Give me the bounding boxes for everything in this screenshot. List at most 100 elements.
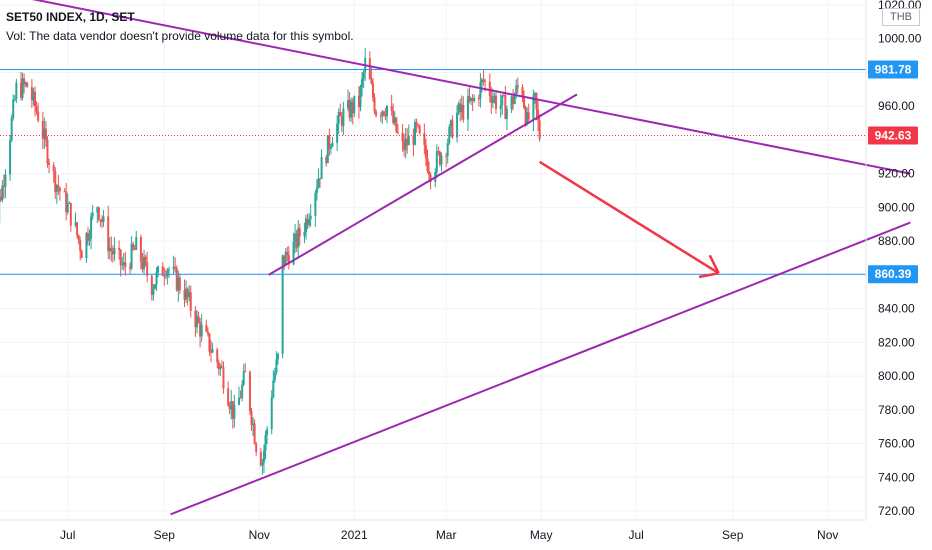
- candle: [266, 426, 269, 445]
- lower-support-trendline[interactable]: [170, 221, 911, 516]
- y-tick-label: 740.00: [878, 470, 915, 484]
- candle: [418, 124, 421, 135]
- candle: [375, 109, 378, 118]
- candle: [113, 237, 116, 261]
- candle: [227, 381, 230, 407]
- candle: [188, 285, 191, 302]
- candle: [287, 245, 290, 270]
- candle: [107, 205, 110, 260]
- candle: [392, 103, 395, 125]
- candle: [57, 174, 60, 196]
- rising-wedge-support-trendline[interactable]: [268, 93, 578, 276]
- candle: [295, 229, 298, 253]
- candle: [79, 236, 82, 261]
- candle: [275, 351, 278, 376]
- projection-arrow[interactable]: [538, 160, 720, 279]
- candle: [523, 90, 526, 110]
- volume-note: Vol: The data vendor doesn't provide vol…: [6, 29, 354, 43]
- x-tick-label: 2021: [341, 528, 368, 542]
- candle: [446, 138, 449, 164]
- candle: [44, 120, 47, 147]
- candle: [68, 200, 71, 205]
- candle: [379, 112, 382, 122]
- candle: [175, 265, 178, 292]
- candle: [308, 213, 311, 228]
- trend-lines[interactable]: [0, 0, 911, 516]
- candle: [428, 161, 431, 183]
- candle: [495, 89, 497, 114]
- y-tick-label: 900.00: [878, 200, 915, 214]
- candle: [74, 212, 77, 228]
- candle: [253, 419, 256, 445]
- candle: [26, 81, 29, 88]
- candle: [423, 123, 426, 155]
- candle: [41, 111, 44, 149]
- candle: [194, 306, 197, 337]
- candle: [337, 108, 340, 135]
- candle: [473, 94, 476, 103]
- candle: [261, 458, 264, 475]
- upper-resistance-trendline[interactable]: [0, 0, 911, 175]
- candle: [24, 81, 27, 88]
- candle: [396, 124, 399, 135]
- candle: [97, 206, 100, 222]
- candle: [493, 92, 496, 104]
- candle: [250, 407, 253, 431]
- candle: [357, 85, 360, 119]
- candle: [499, 93, 502, 118]
- candle: [315, 179, 318, 201]
- candle: [210, 340, 212, 363]
- candle: [155, 267, 158, 292]
- candle: [66, 193, 69, 215]
- candle: [216, 347, 219, 369]
- candle: [385, 105, 388, 124]
- candle: [157, 265, 160, 278]
- arrow-shaft[interactable]: [538, 160, 720, 275]
- candle: [477, 94, 480, 107]
- candle: [220, 360, 223, 369]
- candle: [331, 136, 334, 148]
- candle: [86, 227, 89, 246]
- candle: [208, 332, 211, 356]
- candle: [329, 143, 332, 155]
- candle: [21, 72, 24, 101]
- candle: [395, 116, 398, 134]
- symbol-title[interactable]: SET50 INDEX, 1D, SET: [6, 10, 135, 24]
- candle: [456, 105, 459, 143]
- candle: [238, 386, 241, 406]
- candle: [449, 119, 452, 137]
- candlestick-series: [0, 48, 541, 475]
- y-tick-label: 760.00: [878, 437, 915, 451]
- candle: [130, 236, 133, 271]
- candle: [259, 448, 262, 467]
- candle: [99, 219, 102, 227]
- candle: [521, 84, 524, 103]
- candle: [512, 89, 515, 111]
- svg-text:860.39: 860.39: [875, 267, 912, 281]
- candle: [110, 236, 113, 262]
- y-tick-label: 920.00: [878, 167, 915, 181]
- time-axis[interactable]: Jul Sep Nov 2021 Mar May Jul Sep Nov: [60, 528, 838, 542]
- candle: [65, 182, 68, 221]
- candle: [135, 230, 138, 251]
- candle: [384, 107, 387, 121]
- candle: [10, 114, 13, 143]
- candle: [440, 152, 443, 172]
- candle: [314, 190, 317, 227]
- candle: [91, 205, 94, 220]
- candle: [361, 72, 364, 97]
- candle: [309, 204, 312, 227]
- candle: [342, 101, 345, 136]
- candle: [230, 389, 233, 420]
- candle: [52, 161, 55, 183]
- candle: [414, 118, 417, 146]
- candle: [437, 146, 440, 156]
- candle: [470, 97, 473, 106]
- candle: [0, 189, 2, 203]
- candle: [460, 95, 463, 121]
- candle: [200, 314, 203, 342]
- candle: [252, 417, 255, 437]
- x-tick-label: Nov: [817, 528, 838, 542]
- candle: [77, 234, 80, 245]
